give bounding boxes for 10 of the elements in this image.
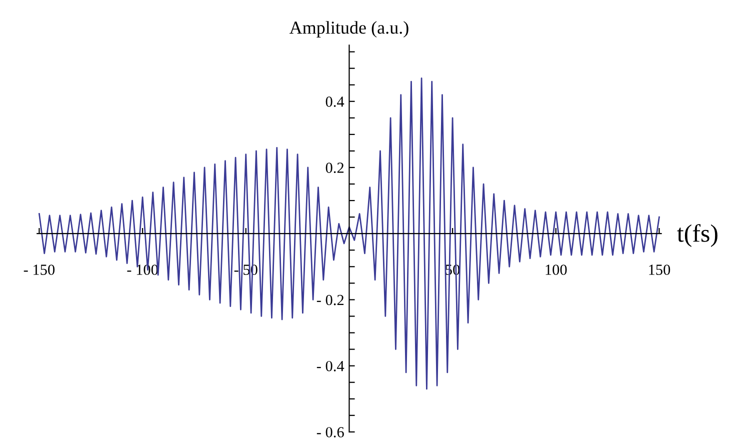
y-tick-label: - 0.4 (316, 360, 344, 372)
y-tick-label: 0.2 (326, 162, 344, 174)
y-tick-label: - 0.2 (316, 294, 344, 306)
y-axis-title: Amplitude (a.u.) (289, 21, 408, 38)
x-tick-label: 150 (649, 264, 670, 275)
x-tick-label: - 150 (24, 264, 55, 275)
y-tick-label: - 0.6 (316, 427, 344, 438)
y-tick-label: 0.4 (326, 96, 344, 107)
x-axis-title: t(fs) (677, 224, 718, 247)
x-tick-label: 100 (546, 264, 567, 275)
